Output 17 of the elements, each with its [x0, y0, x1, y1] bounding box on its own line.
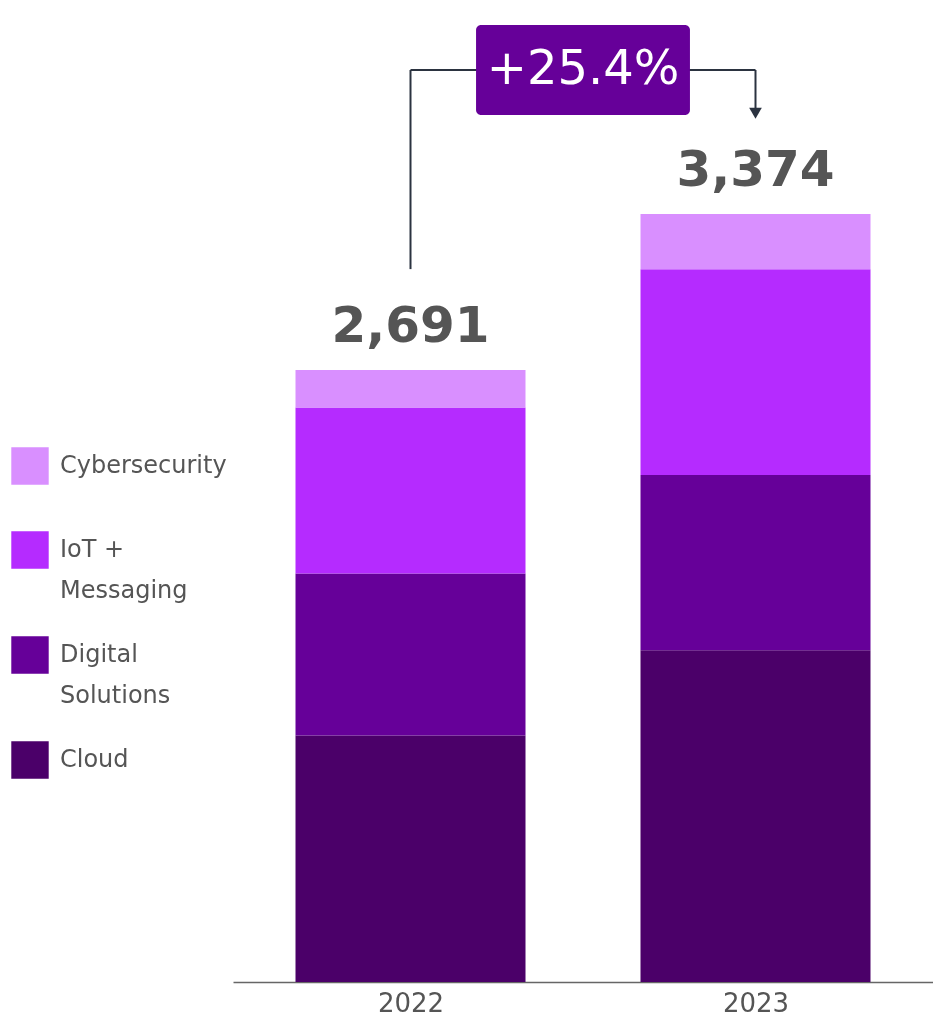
bar: [295, 735, 526, 982]
x-tick-label: 2022: [377, 987, 445, 1018]
bar: [640, 214, 871, 270]
legend-label: Cybersecurity: [60, 451, 227, 479]
legend-label: Cloud: [60, 745, 129, 773]
bar: [640, 269, 871, 476]
annotation: 3,374: [676, 140, 835, 198]
x-tick-label: 2023: [722, 987, 790, 1018]
bar: [295, 407, 526, 574]
bar: [640, 475, 871, 651]
bar: [640, 650, 871, 982]
bar: [295, 573, 526, 736]
bar: [295, 369, 526, 408]
legend-label: Digital Solutions: [60, 640, 171, 709]
legend-label: IoT + Messaging: [60, 535, 188, 604]
annotation: 2,691: [331, 295, 490, 354]
text: +25.4%: [486, 39, 680, 95]
